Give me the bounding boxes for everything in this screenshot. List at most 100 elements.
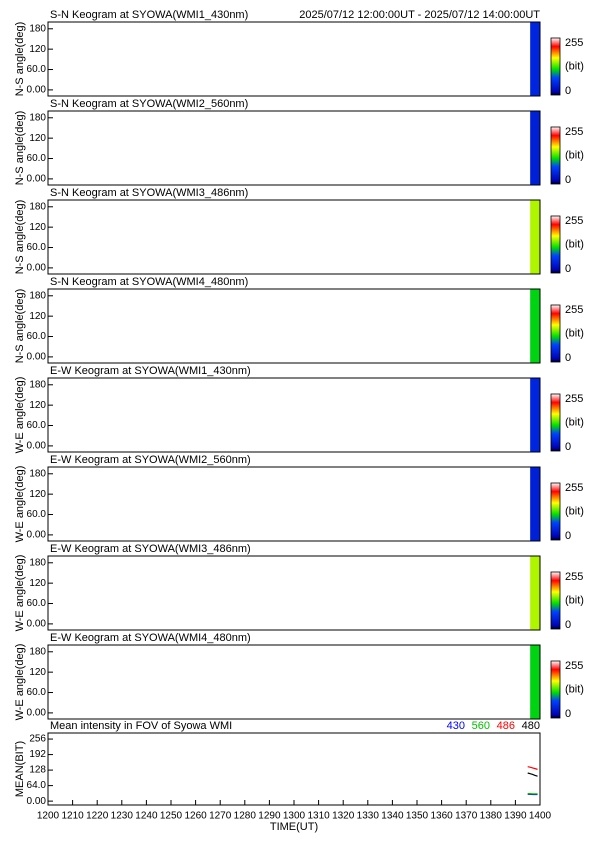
y-tick-label: 60.0 — [27, 509, 47, 520]
y-tick-label: 192 — [29, 749, 46, 760]
x-tick-label: 1210 — [61, 811, 84, 822]
y-tick-label: 60.0 — [27, 687, 47, 698]
y-tick-label: 120 — [29, 133, 46, 144]
colorbar-tick-label: 0 — [565, 619, 571, 631]
colorbar-label: (bit) — [565, 238, 584, 250]
plot-frame — [48, 289, 540, 363]
y-tick-label: 180 — [29, 379, 46, 390]
y-axis-label: N-S angle(deg) — [14, 22, 26, 97]
colorbar-tick-label: 255 — [565, 304, 583, 316]
plot-frame — [48, 22, 540, 96]
x-tick-label: 1200 — [37, 811, 60, 822]
plot-frame — [48, 200, 540, 274]
colorbar — [551, 661, 560, 718]
keogram-cell — [530, 378, 540, 452]
panel-title: E-W Keogram at SYOWA(WMI3_486nm) — [50, 543, 251, 555]
y-tick-label: 60.0 — [27, 153, 47, 164]
x-tick-label: 1240 — [135, 811, 158, 822]
plot-frame — [48, 378, 540, 452]
plot-frame — [48, 111, 540, 185]
plot-frame — [48, 733, 540, 805]
colorbar-label: (bit) — [565, 149, 584, 161]
y-tick-label: 0.00 — [27, 174, 47, 185]
colorbar-label: (bit) — [565, 416, 584, 428]
y-tick-label: 120 — [29, 489, 46, 500]
panel-title: S-N Keogram at SYOWA(WMI4_480nm) — [50, 276, 248, 288]
y-tick-label: 120 — [29, 400, 46, 411]
x-tick-label: 1380 — [480, 811, 503, 822]
colorbar — [551, 572, 560, 629]
y-tick-label: 120 — [29, 44, 46, 55]
y-tick-label: 180 — [29, 557, 46, 568]
y-tick-label: 180 — [29, 201, 46, 212]
y-tick-label: 256 — [29, 734, 46, 745]
y-tick-label: 60.0 — [27, 242, 47, 253]
y-axis-label: W-E angle(deg) — [14, 466, 26, 543]
keogram-cell — [530, 22, 540, 96]
y-tick-label: 0.00 — [27, 530, 47, 541]
x-tick-label: 1340 — [381, 811, 404, 822]
colorbar-tick-label: 255 — [565, 660, 583, 672]
x-tick-label: 1270 — [209, 811, 232, 822]
x-tick-label: 1280 — [234, 811, 257, 822]
series-line — [528, 773, 538, 776]
y-axis-label: N-S angle(deg) — [14, 111, 26, 186]
colorbar-tick-label: 255 — [565, 393, 583, 405]
legend-entry: 486 — [497, 720, 515, 732]
panel-title: Mean intensity in FOV of Syowa WMI — [50, 720, 232, 732]
keogram-cell — [530, 200, 540, 274]
y-tick-label: 60.0 — [27, 64, 47, 75]
colorbar-tick-label: 0 — [565, 530, 571, 542]
colorbar-label: (bit) — [565, 683, 584, 695]
y-tick-label: 0.00 — [27, 441, 47, 452]
y-tick-label: 180 — [29, 290, 46, 301]
panel-title: E-W Keogram at SYOWA(WMI1_430nm) — [50, 365, 251, 377]
legend-entry: 560 — [472, 720, 490, 732]
colorbar-tick-label: 0 — [565, 85, 571, 97]
x-axis-label: TIME(UT) — [270, 821, 318, 833]
colorbar-tick-label: 255 — [565, 571, 583, 583]
y-tick-label: 120 — [29, 578, 46, 589]
x-tick-label: 1220 — [86, 811, 109, 822]
x-tick-label: 1330 — [357, 811, 380, 822]
time-range: 2025/07/12 12:00:00UT - 2025/07/12 14:00… — [299, 9, 540, 21]
y-tick-label: 180 — [29, 23, 46, 34]
y-tick-label: 0.00 — [27, 708, 47, 719]
y-tick-label: 64.0 — [27, 780, 47, 791]
colorbar-label: (bit) — [565, 505, 584, 517]
panel-title: E-W Keogram at SYOWA(WMI4_480nm) — [50, 632, 251, 644]
colorbar — [551, 127, 560, 184]
legend-entry: 430 — [447, 720, 465, 732]
plot-frame — [48, 556, 540, 630]
y-tick-label: 0.00 — [27, 263, 47, 274]
keogram-cell — [530, 645, 540, 719]
y-tick-label: 120 — [29, 311, 46, 322]
x-tick-label: 1390 — [504, 811, 527, 822]
colorbar-tick-label: 0 — [565, 708, 571, 720]
colorbar-tick-label: 255 — [565, 215, 583, 227]
y-tick-label: 0.00 — [27, 796, 47, 807]
panel-title: S-N Keogram at SYOWA(WMI2_560nm) — [50, 98, 248, 110]
colorbar-tick-label: 0 — [565, 263, 571, 275]
legend-entry: 480 — [522, 720, 540, 732]
y-axis-label: N-S angle(deg) — [14, 289, 26, 364]
y-tick-label: 180 — [29, 468, 46, 479]
panel-title: E-W Keogram at SYOWA(WMI2_560nm) — [50, 454, 251, 466]
colorbar — [551, 216, 560, 273]
y-tick-label: 180 — [29, 112, 46, 123]
colorbar-tick-label: 255 — [565, 37, 583, 49]
keogram-cell — [530, 111, 540, 185]
x-tick-label: 1370 — [455, 811, 478, 822]
panel-title: S-N Keogram at SYOWA(WMI3_486nm) — [50, 187, 248, 199]
colorbar — [551, 483, 560, 540]
colorbar-label: (bit) — [565, 327, 584, 339]
colorbar-tick-label: 0 — [565, 174, 571, 186]
x-tick-label: 1250 — [160, 811, 183, 822]
colorbar — [551, 394, 560, 451]
colorbar-tick-label: 255 — [565, 482, 583, 494]
y-tick-label: 120 — [29, 222, 46, 233]
y-tick-label: 180 — [29, 646, 46, 657]
y-tick-label: 60.0 — [27, 598, 47, 609]
y-tick-label: 0.00 — [27, 619, 47, 630]
